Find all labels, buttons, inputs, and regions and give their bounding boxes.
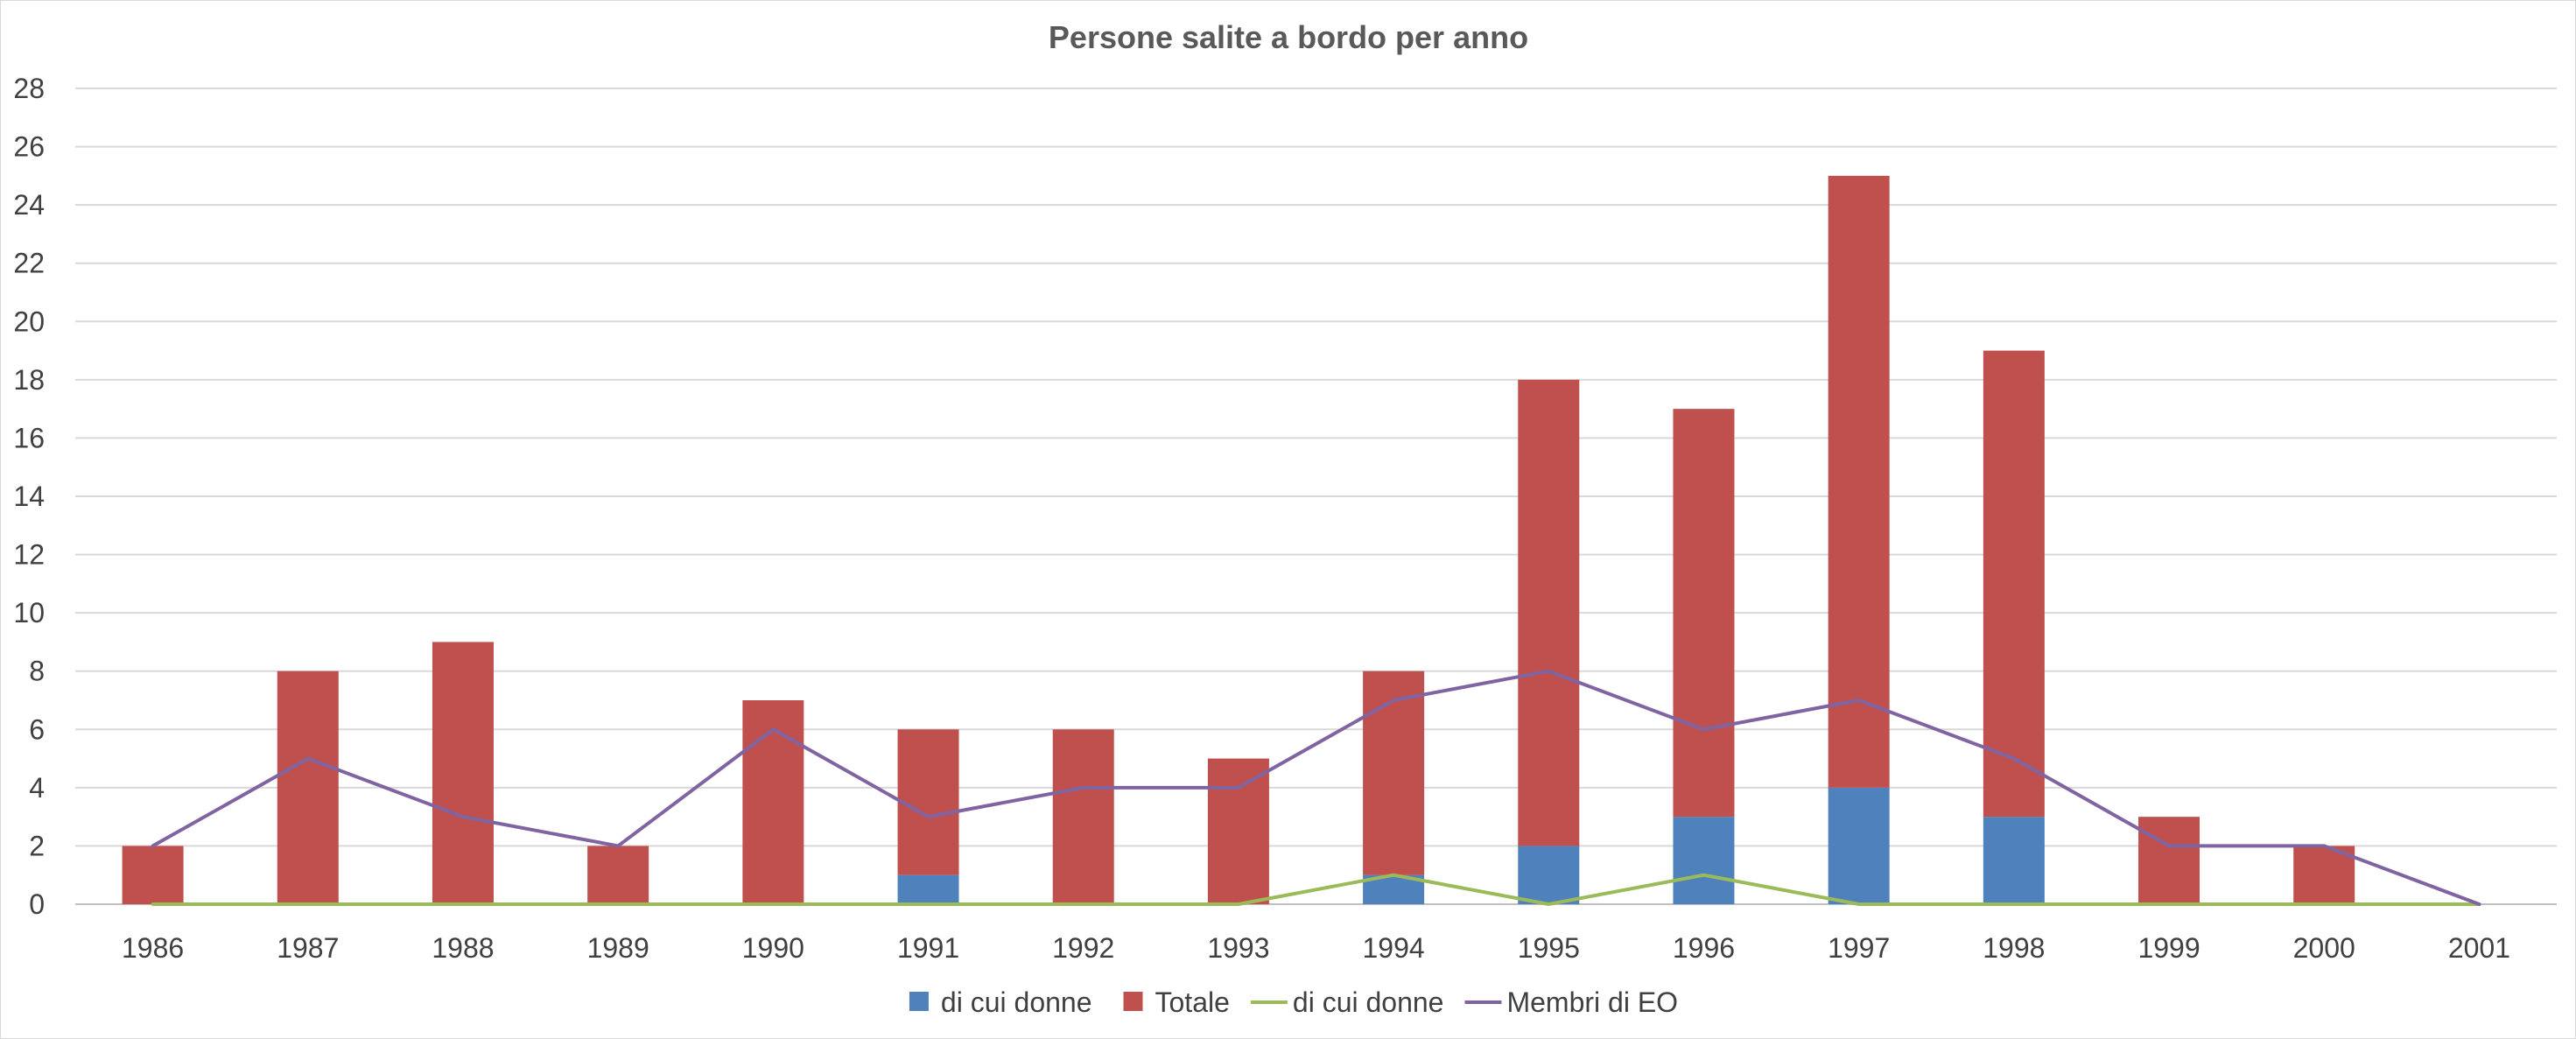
y-tick-label: 10 [13, 597, 45, 628]
y-tick-label: 0 [29, 888, 45, 920]
bar-segment [897, 729, 959, 875]
y-tick-label: 4 [29, 772, 45, 804]
x-tick-label: 1994 [1363, 932, 1425, 964]
x-tick-label: 2001 [2448, 932, 2510, 964]
x-tick-label: 1987 [277, 932, 339, 964]
x-tick-label: 1996 [1673, 932, 1735, 964]
legend-item: Membri di EO [1464, 986, 1678, 1018]
bar-segment [432, 642, 494, 904]
bar-segment [742, 700, 804, 904]
legend: di cui donne Totale di cui donne Membri di … [909, 986, 1678, 1018]
bar-segment [1673, 409, 1735, 818]
legend-swatch [1123, 992, 1143, 1011]
y-tick-label: 22 [13, 248, 45, 279]
bar-segment [1363, 670, 1425, 875]
bar-segment [2293, 846, 2355, 904]
y-tick-label: 2 [29, 830, 45, 861]
x-tick-label: 1993 [1207, 932, 1269, 964]
bar-segment [587, 846, 649, 904]
bar-segment [1518, 846, 1580, 904]
bar-segment [122, 846, 184, 904]
legend-item: Totale [1123, 986, 1230, 1018]
series-line [151, 873, 2481, 906]
y-tick-label: 8 [29, 656, 45, 687]
x-tick-label: 1990 [742, 932, 804, 964]
legend-label: di cui donne [1293, 986, 1444, 1018]
bar-segment [1983, 817, 2045, 904]
bar-segment [1207, 758, 1269, 904]
bar-segment [1052, 729, 1114, 904]
bars [122, 175, 2355, 904]
x-tick-label: 1986 [122, 932, 184, 964]
bar-segment [1828, 787, 1890, 904]
legend-label: Membri di EO [1506, 986, 1678, 1018]
x-tick-label: 1995 [1518, 932, 1580, 964]
legend-label: Totale [1155, 986, 1230, 1018]
y-tick-label: 14 [13, 481, 45, 512]
bar-segment [1828, 175, 1890, 788]
series-line [151, 669, 2481, 906]
bar-segment [2138, 817, 2200, 904]
y-tick-label: 6 [29, 713, 45, 745]
bar-segment [1518, 379, 1580, 846]
lines [151, 669, 2481, 906]
y-tick-label: 26 [13, 131, 45, 163]
bar-segment [1983, 350, 2045, 818]
gridlines [75, 88, 2557, 905]
y-tick-label: 18 [13, 364, 45, 396]
legend-swatch [909, 992, 929, 1011]
y-tick-label: 28 [13, 73, 45, 104]
legend-item: di cui donne [909, 986, 1092, 1018]
bar-segment [1673, 817, 1735, 904]
y-tick-label: 20 [13, 305, 45, 337]
x-tick-label: 1989 [587, 932, 649, 964]
legend-label: di cui donne [941, 986, 1092, 1018]
y-tick-label: 12 [13, 539, 45, 571]
x-tick-label: 1992 [1052, 932, 1114, 964]
x-tick-label: 1997 [1828, 932, 1890, 964]
bar-segment [897, 874, 959, 904]
y-tick-label: 24 [13, 189, 45, 221]
x-tick-label: 1998 [1983, 932, 2045, 964]
legend-item: di cui donne [1250, 986, 1444, 1018]
chart-title: Persone salite a bordo per anno [1049, 19, 1528, 55]
bar-segment [277, 670, 339, 904]
x-tick-label: 1991 [897, 932, 959, 964]
x-tick-label: 1999 [2137, 932, 2200, 964]
x-tick-label: 2000 [2293, 932, 2355, 964]
x-tick-label: 1988 [432, 932, 494, 964]
y-tick-label: 16 [13, 422, 45, 453]
x-axis-ticks: 1986 1987 1988 1989 1990 1991 1992 1993 1994 1995… [122, 932, 2510, 964]
